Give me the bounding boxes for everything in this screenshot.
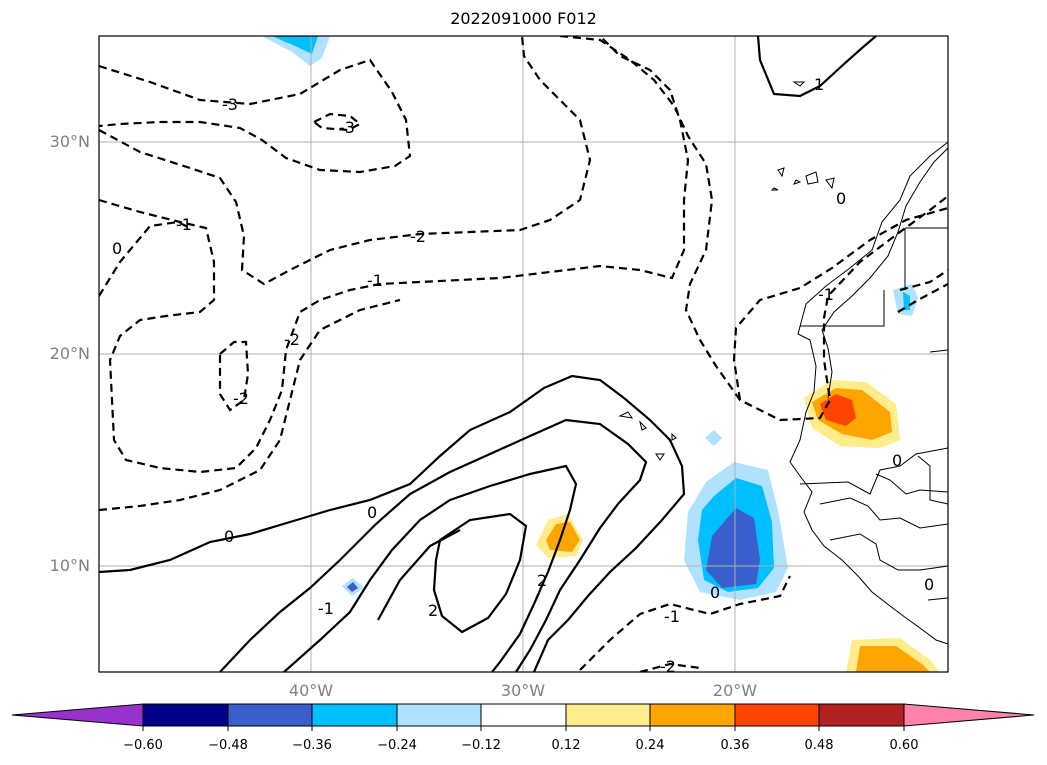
colorbar-tick-label: 0.60 xyxy=(889,738,919,753)
contour-label: -2 xyxy=(410,227,426,246)
colorbar-tick-label: −0.48 xyxy=(208,738,248,753)
contour-m2-bottom xyxy=(639,662,701,672)
colorbar-tick-label: −0.36 xyxy=(292,738,332,753)
lat-label-10n: 10°N xyxy=(49,556,90,575)
contour-m2-africa xyxy=(897,283,948,313)
contour-label: -3 xyxy=(339,118,355,137)
contour-label: 0 xyxy=(924,575,934,594)
contour-label: 0 xyxy=(836,189,846,208)
colorbar xyxy=(11,703,1035,731)
contour-label: -1 xyxy=(818,285,834,304)
contour-m1-south xyxy=(99,298,401,512)
contour-m2-west xyxy=(99,36,592,286)
colorbar-tick-label: 0.48 xyxy=(804,738,834,753)
colorbar-extend-high xyxy=(903,703,1035,727)
contour-m1-west xyxy=(99,36,690,474)
lon-label-20w: 20°W xyxy=(712,681,758,700)
contour-label: 0 xyxy=(224,527,234,546)
contour-label: 0 xyxy=(112,239,122,258)
colorbar-extend-low xyxy=(11,703,144,727)
colorbar-tick-label: 0.12 xyxy=(551,738,581,753)
contour-neg-far-east xyxy=(899,269,948,292)
contour-label: 0 xyxy=(710,583,720,602)
blue-anomaly-small-1 xyxy=(705,430,722,446)
contour-label: 1 xyxy=(814,75,824,94)
contour-m3-north xyxy=(99,58,412,174)
contour-label: 0 xyxy=(367,503,377,522)
colorbar-tick-label: 0.24 xyxy=(635,738,665,753)
contour-1 xyxy=(219,418,648,672)
contour-2 xyxy=(283,464,578,672)
contour-label: -2 xyxy=(233,389,249,408)
colorbar-tick-label: −0.12 xyxy=(461,738,501,753)
lat-label-20n: 20°N xyxy=(49,344,90,363)
contour-m3-small xyxy=(311,112,363,132)
contour-label: -2 xyxy=(284,330,300,349)
colorbar-tick-label: −0.60 xyxy=(123,738,163,753)
contour-m1-mid xyxy=(579,575,791,671)
contour-m1-africa xyxy=(732,206,948,401)
contour-2-inner xyxy=(432,512,528,634)
lon-label-40w: 40°W xyxy=(288,681,334,700)
contour-0-main xyxy=(99,374,686,672)
lat-label-30n: 30°N xyxy=(49,132,90,151)
contour-label: 2 xyxy=(537,571,547,590)
contour-0-north-cape xyxy=(756,36,877,98)
contour-m2-loop xyxy=(218,340,250,412)
coastlines xyxy=(618,81,948,645)
contour-label: -1 xyxy=(176,215,192,234)
plot-frame xyxy=(98,35,949,673)
contour-lines xyxy=(99,36,948,672)
contour-0-west xyxy=(99,220,191,297)
grid-lines xyxy=(99,36,948,672)
contour-label: -1 xyxy=(664,607,680,626)
contour-label: -2 xyxy=(660,657,676,676)
contour-m1-north-arc xyxy=(559,36,948,422)
colorbar-tick-label: 0.36 xyxy=(720,738,750,753)
contour-labels: -3 -3 -1 -2 -1 0 -2 -2 0 0 -1 0 -1 2 2 0… xyxy=(112,75,934,676)
map-title: 2022091000 F012 xyxy=(450,9,597,28)
contour-label: -3 xyxy=(222,95,238,114)
lon-label-30w: 30°W xyxy=(500,681,546,700)
colorbar-tick-label: −0.24 xyxy=(377,738,417,753)
contour-1-left-loop xyxy=(377,529,461,621)
contour-label: -1 xyxy=(318,599,334,618)
contour-label: -1 xyxy=(367,271,383,290)
contour-label: 2 xyxy=(428,601,438,620)
contour-label: 0 xyxy=(892,451,902,470)
